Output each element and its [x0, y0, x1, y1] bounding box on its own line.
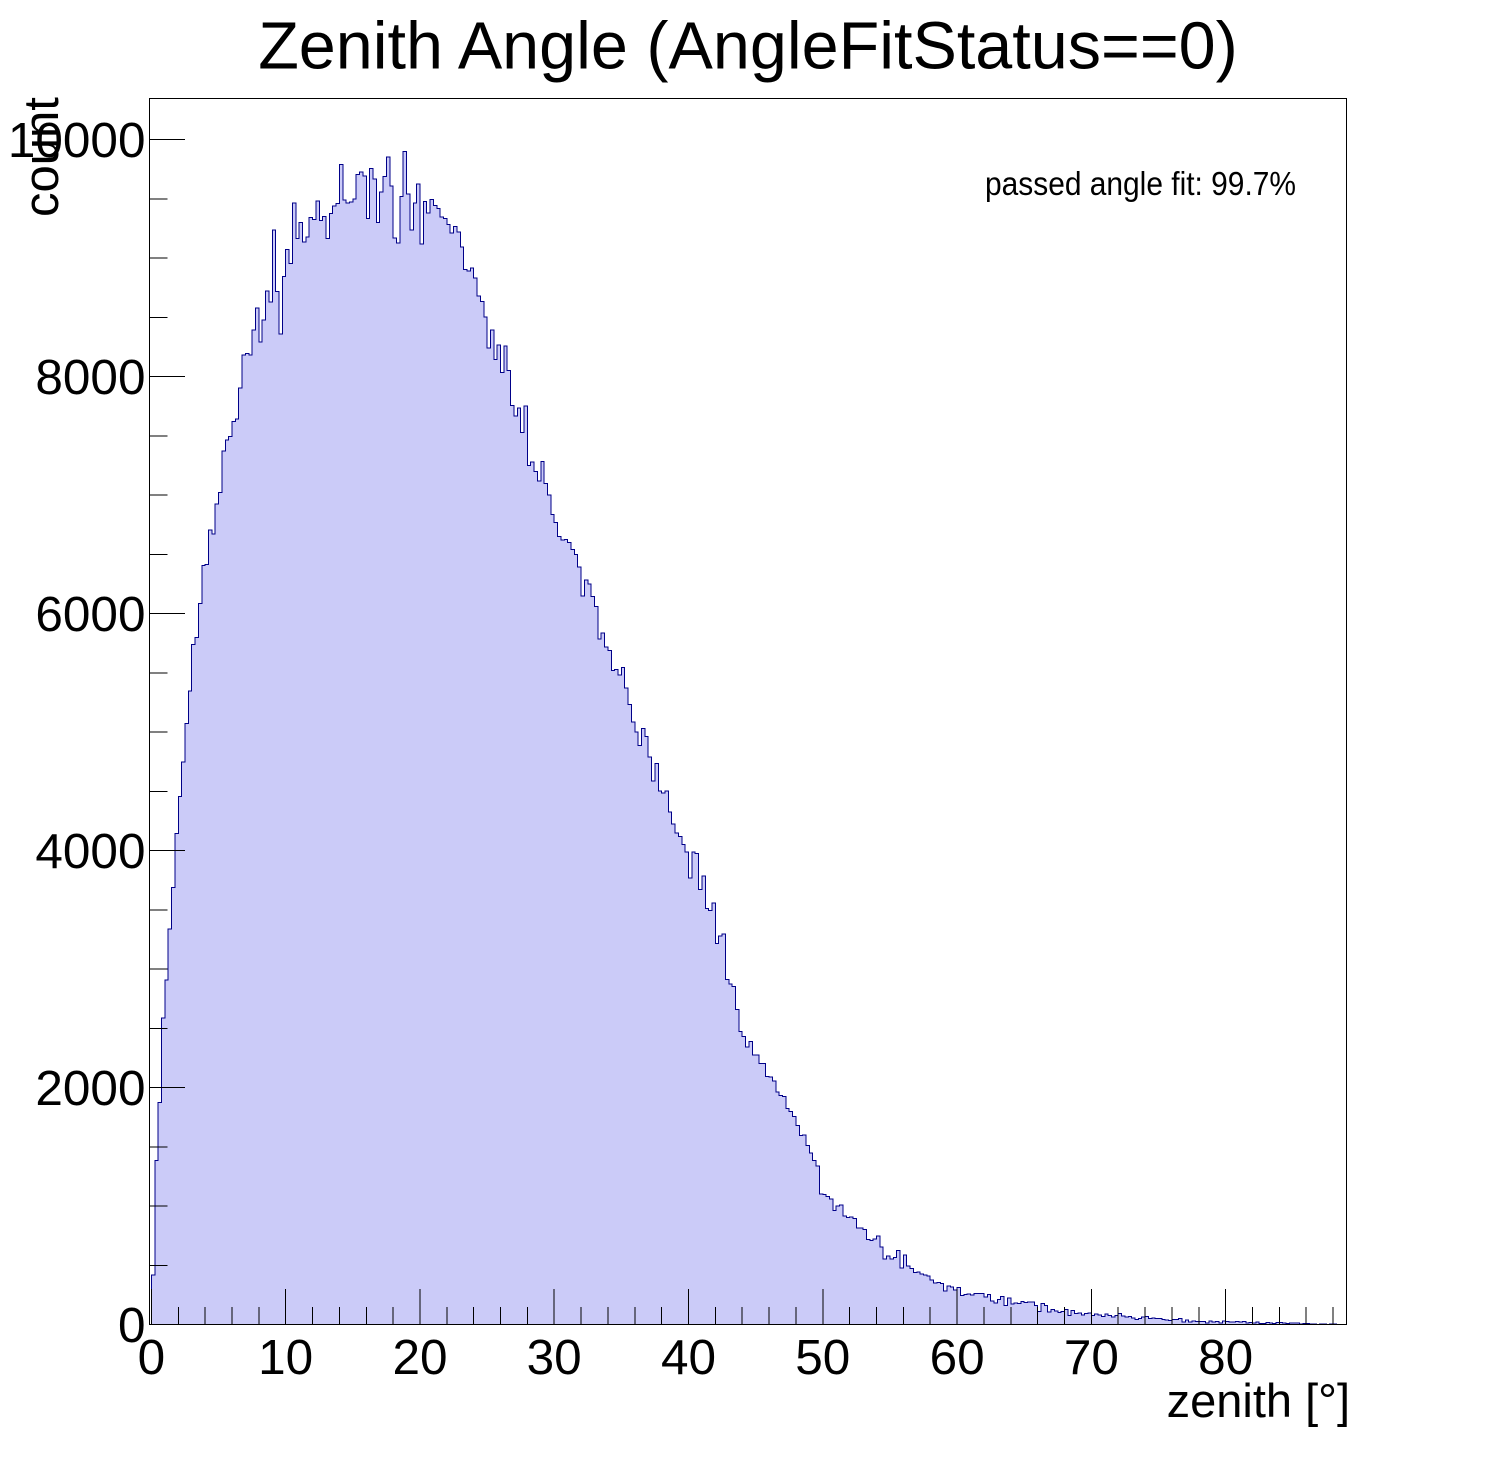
svg-text:0: 0 — [118, 1298, 146, 1353]
svg-text:60: 60 — [930, 1330, 985, 1385]
svg-text:50: 50 — [795, 1330, 850, 1385]
svg-text:zenith [°]: zenith [°] — [1167, 1374, 1350, 1427]
svg-text:80: 80 — [1198, 1330, 1253, 1385]
svg-text:40: 40 — [661, 1330, 716, 1385]
svg-text:20: 20 — [392, 1330, 447, 1385]
svg-text:10: 10 — [258, 1330, 313, 1385]
svg-text:8000: 8000 — [35, 350, 145, 405]
svg-text:4000: 4000 — [35, 824, 145, 879]
svg-text:0: 0 — [138, 1330, 166, 1385]
svg-text:6000: 6000 — [35, 587, 145, 642]
svg-text:passed angle fit: 99.7%: passed angle fit: 99.7% — [985, 165, 1296, 202]
svg-text:count: count — [15, 97, 69, 217]
svg-text:2000: 2000 — [35, 1061, 145, 1116]
svg-text:10000: 10000 — [8, 113, 146, 168]
svg-text:70: 70 — [1064, 1330, 1119, 1385]
svg-text:30: 30 — [527, 1330, 582, 1385]
svg-text:Zenith Angle (AngleFitStatus==: Zenith Angle (AngleFitStatus==0) — [258, 10, 1238, 84]
